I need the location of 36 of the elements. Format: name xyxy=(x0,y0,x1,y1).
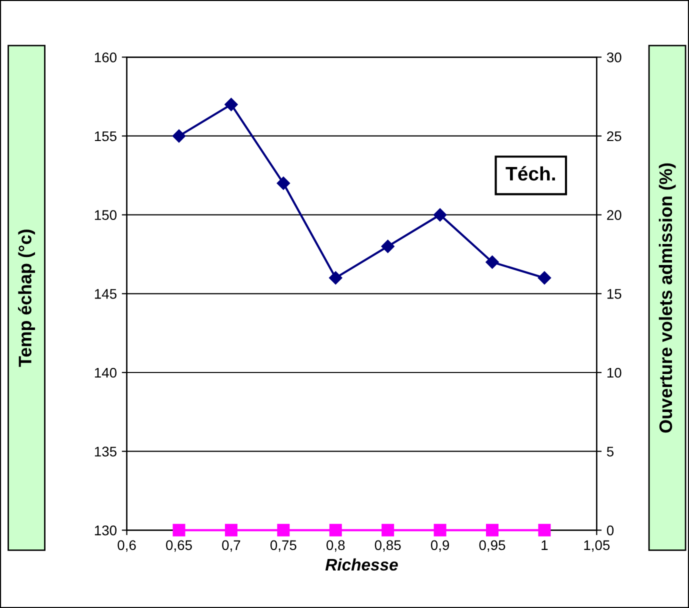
x-tick-label: 1 xyxy=(542,540,548,550)
y-tick-label: 160 xyxy=(94,52,117,62)
y2-tick-label: 25 xyxy=(607,131,622,142)
y-tick-label: 150 xyxy=(94,210,117,220)
x-tick-label: 0,75 xyxy=(270,540,296,552)
x-tick-label: 0,9 xyxy=(430,540,450,552)
point xyxy=(381,240,394,253)
y-tick-label: 135 xyxy=(94,446,116,457)
y-tick-label: 130 xyxy=(94,526,117,536)
point xyxy=(538,271,552,284)
y-tick-label: 140 xyxy=(94,368,117,378)
point xyxy=(276,176,290,190)
x-tick-label: 0,85 xyxy=(374,540,401,552)
y2-tick-label: 30 xyxy=(606,52,622,62)
point xyxy=(329,271,342,284)
x-tick-label: 0,65 xyxy=(166,540,192,552)
y-tick-label: 145 xyxy=(94,289,116,299)
y2-tick-label: 10 xyxy=(607,368,622,378)
x-tick-label: 0,7 xyxy=(222,540,240,552)
point xyxy=(486,256,499,269)
y2-tick-label: 20 xyxy=(607,210,622,220)
y2-tick-label: 15 xyxy=(607,289,622,299)
y2-axis-title: Ouverture volets admission (%) xyxy=(658,163,676,433)
annotation: Téch. xyxy=(506,166,555,181)
point xyxy=(433,208,447,222)
y2-tick-label: 5 xyxy=(606,446,614,457)
x-tick-label: 0,95 xyxy=(479,540,506,552)
point xyxy=(224,98,238,112)
y2-tick-label: 0 xyxy=(606,526,614,536)
x-tick-label: 0,6 xyxy=(118,540,136,552)
x-tick-label: 0,8 xyxy=(326,540,345,552)
x-tick-label: 1,05 xyxy=(584,540,610,552)
x-axis-title: Richesse xyxy=(325,558,398,571)
y-axis-title: Temp échap (°c) xyxy=(18,230,36,367)
y-tick-label: 155 xyxy=(94,131,116,142)
point xyxy=(172,129,186,143)
